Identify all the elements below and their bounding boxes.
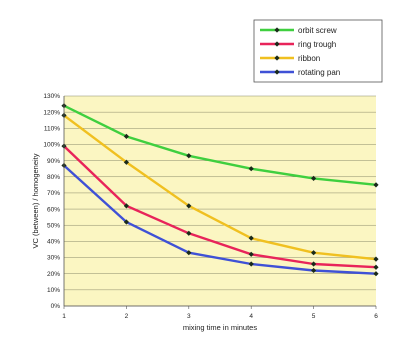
legend-marker <box>274 55 280 61</box>
y-tick-label: 90% <box>47 158 60 165</box>
data-point-ribbon <box>311 250 317 256</box>
data-point-rotating-pan <box>186 250 192 256</box>
data-point-rotating-pan <box>248 261 254 267</box>
series-line-orbit-screw <box>63 104 377 186</box>
data-point-rotating-pan <box>373 271 379 277</box>
legend-label: ribbon <box>298 54 320 63</box>
y-tick-label: 80% <box>47 174 60 181</box>
x-tick-label: 3 <box>187 313 191 320</box>
x-axis-label: mixing time in minutes <box>183 323 257 332</box>
data-point-ring-trough <box>311 261 317 267</box>
legend-label: rotating pan <box>298 68 340 77</box>
data-point-ribbon <box>186 203 192 209</box>
data-point-orbit-screw <box>123 133 129 139</box>
series-markers <box>61 103 379 277</box>
y-tick-label: 40% <box>47 239 60 246</box>
y-tick-label: 0% <box>51 303 61 310</box>
data-point-orbit-screw <box>186 153 192 159</box>
y-tick-label: 10% <box>47 287 60 294</box>
series-line-ring-trough <box>63 145 377 269</box>
data-point-rotating-pan <box>311 267 317 274</box>
legend-label: ring trough <box>298 40 336 49</box>
data-point-ring-trough <box>248 251 254 257</box>
series-line-ribbon <box>63 114 377 261</box>
data-point-ribbon <box>248 235 254 241</box>
data-point-orbit-screw <box>311 175 317 181</box>
y-tick-label: 110% <box>44 126 60 133</box>
x-tick-label: 6 <box>374 313 378 320</box>
y-tick-label: 20% <box>47 271 60 278</box>
y-tick-label: 60% <box>47 206 60 213</box>
x-tick-label: 1 <box>62 313 66 320</box>
y-tick-label: 70% <box>47 190 60 197</box>
y-axis-ticks: 0% 10% 20% 30% 40% 50% 60% 70% 80% 90% 100% 110% 120… <box>43 93 60 310</box>
y-tick-label: 30% <box>47 255 60 262</box>
legend-marker <box>274 41 280 47</box>
y-axis-label: VC (between) / homogeneity <box>31 153 40 248</box>
legend-marker <box>274 69 280 75</box>
y-tick-label: 50% <box>47 222 60 229</box>
x-tick-label: 2 <box>125 313 129 320</box>
y-tick-label: 130% <box>43 93 60 100</box>
series-lines <box>63 104 377 275</box>
data-point-rotating-pan <box>123 219 129 225</box>
legend: orbit screw ring trough ribbon rotating pan <box>253 19 383 83</box>
x-tick-label: 4 <box>249 313 253 320</box>
legend-marker <box>274 27 280 33</box>
data-point-orbit-screw <box>248 166 254 172</box>
series-line-rotating-pan <box>63 164 377 275</box>
grid-lines <box>64 95 376 307</box>
legend-label: orbit screw <box>298 26 337 35</box>
data-point-ring-trough <box>373 264 379 270</box>
data-point-ribbon <box>123 159 129 165</box>
x-axis-ticks: 1 2 3 4 5 6 <box>62 306 378 320</box>
data-point-ring-trough <box>123 203 129 209</box>
data-point-ring-trough <box>186 230 192 236</box>
x-tick-label: 5 <box>312 313 316 320</box>
data-point-ribbon <box>373 256 379 262</box>
y-tick-label: 120% <box>43 109 60 116</box>
data-point-orbit-screw <box>373 182 379 188</box>
y-tick-label: 100% <box>43 142 60 149</box>
